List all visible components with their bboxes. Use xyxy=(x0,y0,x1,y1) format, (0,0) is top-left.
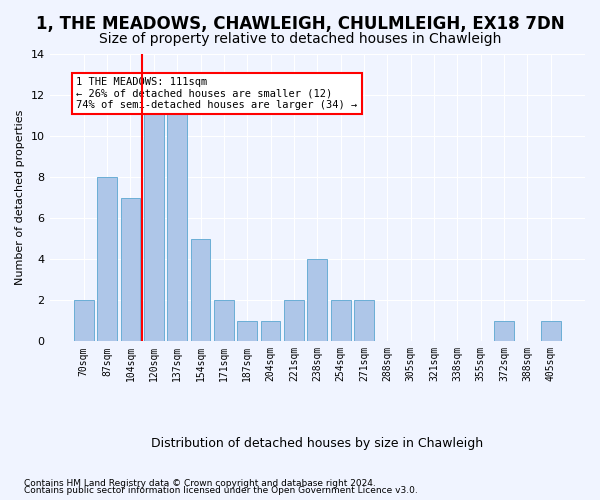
Bar xyxy=(121,198,140,342)
Bar xyxy=(97,177,117,342)
Bar xyxy=(331,300,350,342)
Bar xyxy=(541,321,560,342)
Text: Contains HM Land Registry data © Crown copyright and database right 2024.: Contains HM Land Registry data © Crown c… xyxy=(24,478,376,488)
Y-axis label: Number of detached properties: Number of detached properties xyxy=(15,110,25,286)
Bar xyxy=(354,300,374,342)
Bar xyxy=(494,321,514,342)
Text: 1 THE MEADOWS: 111sqm
← 26% of detached houses are smaller (12)
74% of semi-deta: 1 THE MEADOWS: 111sqm ← 26% of detached … xyxy=(76,77,358,110)
Text: Contains public sector information licensed under the Open Government Licence v3: Contains public sector information licen… xyxy=(24,486,418,495)
Bar xyxy=(144,95,164,342)
Bar xyxy=(307,259,327,342)
Bar xyxy=(238,321,257,342)
X-axis label: Distribution of detached houses by size in Chawleigh: Distribution of detached houses by size … xyxy=(151,437,484,450)
Bar xyxy=(74,300,94,342)
Bar xyxy=(284,300,304,342)
Bar xyxy=(191,238,211,342)
Text: Size of property relative to detached houses in Chawleigh: Size of property relative to detached ho… xyxy=(99,32,501,46)
Bar xyxy=(214,300,234,342)
Bar xyxy=(260,321,280,342)
Text: 1, THE MEADOWS, CHAWLEIGH, CHULMLEIGH, EX18 7DN: 1, THE MEADOWS, CHAWLEIGH, CHULMLEIGH, E… xyxy=(35,15,565,33)
Bar xyxy=(167,95,187,342)
